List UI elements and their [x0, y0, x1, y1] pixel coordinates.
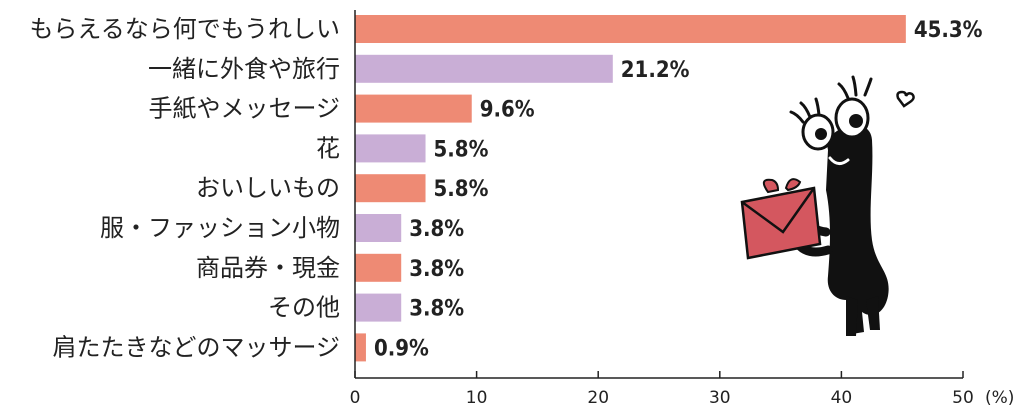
bar-3	[355, 134, 426, 163]
value-label-5: 3.8%	[409, 217, 464, 242]
bar-8	[355, 333, 366, 362]
category-label-1: 一緒に外食や旅行	[148, 55, 340, 83]
x-axis-unit: (%)	[985, 388, 1014, 408]
labels-layer: もらえるなら何でもうれしい 45.3% 一緒に外食や旅行 21.2% 手紙やメッセージ 9…	[29, 15, 982, 361]
category-label-3: 花	[316, 134, 340, 162]
category-label-5: 服・ファッション小物	[100, 214, 340, 242]
value-label-3: 5.8%	[434, 137, 489, 162]
category-label-4: おいしいもの	[196, 174, 340, 202]
x-tick-label-5: 50	[952, 388, 974, 408]
value-label-8: 0.9%	[374, 336, 429, 361]
category-label-6: 商品券・現金	[196, 254, 340, 282]
x-tick-label-2: 20	[587, 388, 609, 408]
category-label-8: 肩たたきなどのマッサージ	[52, 333, 340, 361]
x-tick-label-3: 30	[709, 388, 731, 408]
x-tick-label-0: 0	[350, 388, 361, 408]
bar-6	[355, 253, 402, 282]
bar-0	[355, 15, 906, 43]
bar-7	[355, 293, 402, 322]
x-tick-label-1: 10	[466, 388, 488, 408]
value-label-4: 5.8%	[434, 177, 489, 202]
value-label-0: 45.3%	[914, 18, 983, 43]
x-tick-label-4: 40	[831, 388, 853, 408]
value-label-6: 3.8%	[409, 257, 464, 282]
value-label-7: 3.8%	[409, 297, 464, 322]
x-axis: 0 10 20 30 40 50 (%)	[350, 10, 1014, 408]
character-holding-gift-icon	[740, 75, 915, 336]
bar-5	[355, 214, 402, 242]
value-label-1: 21.2%	[621, 58, 690, 83]
category-label-0: もらえるなら何でもうれしい	[29, 15, 340, 43]
category-label-7: その他	[268, 294, 340, 322]
bar-2	[355, 94, 472, 123]
bars-layer	[355, 15, 906, 362]
value-label-2: 9.6%	[480, 98, 535, 123]
bar-4	[355, 174, 426, 203]
bar-1	[355, 54, 613, 83]
category-label-2: 手紙やメッセージ	[148, 95, 340, 123]
